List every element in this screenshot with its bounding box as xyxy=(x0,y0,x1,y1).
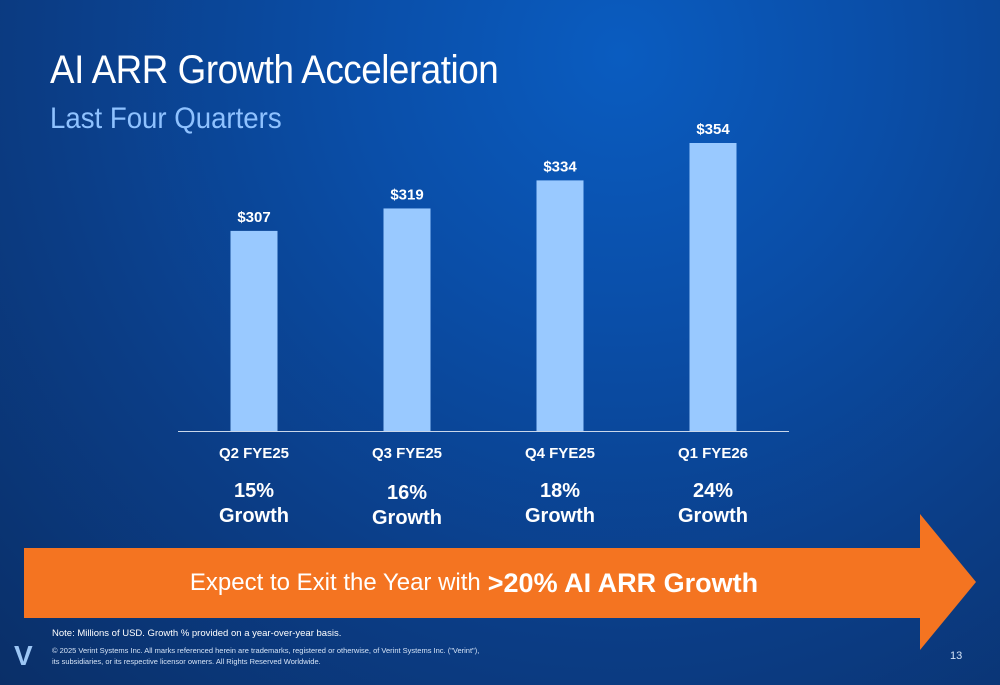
copyright-line-2: its subsidiaries, or its respective lice… xyxy=(52,657,321,666)
growth-label: 18% Growth xyxy=(500,479,620,529)
growth-word: Growth xyxy=(525,505,595,527)
bar xyxy=(536,180,584,431)
bar-value-label: $354 xyxy=(696,121,730,138)
growth-label: 15% Growth xyxy=(194,479,314,529)
bar-value-label: $334 xyxy=(543,158,577,175)
x-tick-label: Q4 FYE25 xyxy=(525,445,595,462)
growth-percent: 18% xyxy=(539,480,581,502)
banner-text-prefix: Expect to Exit the Year with xyxy=(189,569,481,596)
x-tick-label: Q3 FYE25 xyxy=(372,445,442,462)
footnote: Note: Millions of USD. Growth % provided… xyxy=(52,628,342,639)
bar xyxy=(689,143,737,431)
page-number: 13 xyxy=(950,650,963,662)
banner-text: Expect to Exit the Year with >20% AI ARR… xyxy=(24,548,924,618)
growth-label: 24% Growth xyxy=(653,479,773,529)
copyright-notice: © 2025 Verint Systems Inc. All marks ref… xyxy=(52,645,512,667)
slide-subtitle: Last Four Quarters xyxy=(50,102,282,135)
copyright-line-1: © 2025 Verint Systems Inc. All marks ref… xyxy=(52,646,480,655)
bar xyxy=(383,208,431,431)
growth-word: Growth xyxy=(678,505,748,527)
bar-value-label: $319 xyxy=(390,186,423,203)
verint-logo: V xyxy=(14,640,33,671)
banner-text-bold: >20% AI ARR Growth xyxy=(487,567,759,598)
growth-label: 16% Growth xyxy=(347,481,467,531)
growth-percent: 15% xyxy=(233,480,275,502)
arrow-banner xyxy=(24,514,976,650)
x-tick-label: Q2 FYE25 xyxy=(219,445,289,462)
growth-percent: 16% xyxy=(386,482,428,504)
growth-word: Growth xyxy=(372,507,442,529)
growth-percent: 24% xyxy=(692,480,734,502)
bar xyxy=(230,230,278,431)
bar-value-label: $307 xyxy=(237,209,270,226)
x-tick-label: Q1 FYE26 xyxy=(678,445,748,462)
slide-title: AI ARR Growth Acceleration xyxy=(50,48,499,92)
growth-word: Growth xyxy=(219,505,289,527)
